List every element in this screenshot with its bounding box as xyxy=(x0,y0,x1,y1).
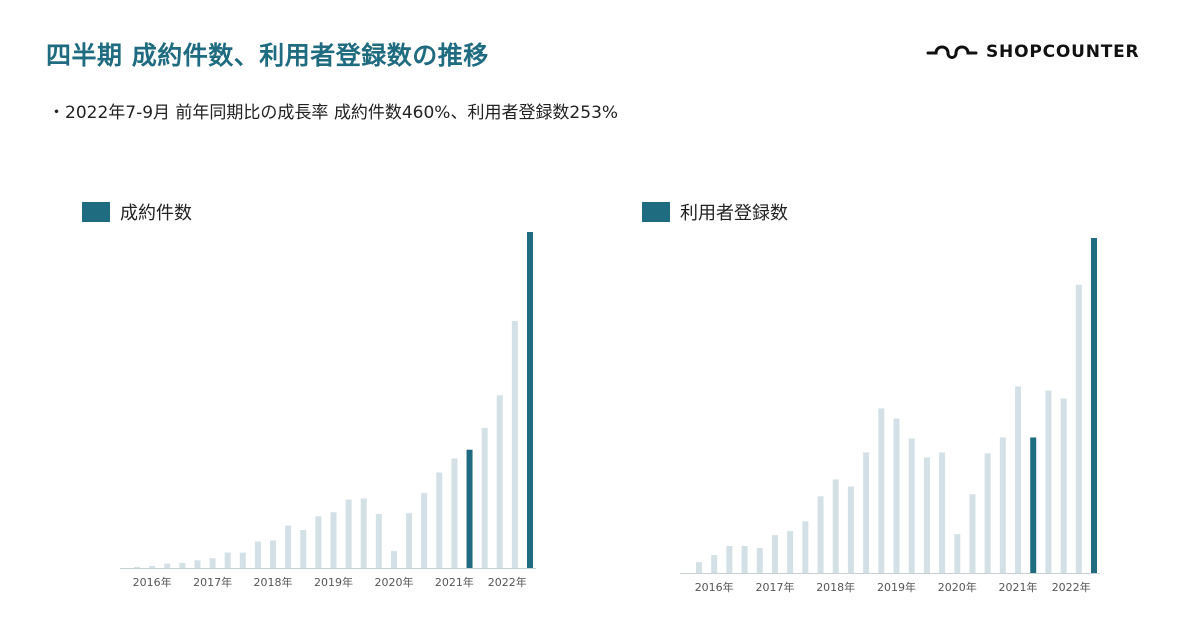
bar xyxy=(421,493,428,568)
wave-logo-icon xyxy=(926,45,978,59)
bar xyxy=(756,547,763,573)
bar xyxy=(787,531,794,573)
x-tick-label: 2016年 xyxy=(695,580,734,594)
bar xyxy=(741,545,748,573)
bar xyxy=(511,321,518,568)
bar xyxy=(527,232,533,568)
legend-registrations: 利用者登録数 xyxy=(642,199,788,225)
bar xyxy=(254,541,261,568)
x-tick-label: 2016年 xyxy=(133,575,172,589)
logo-text: SHOPCOUNTER xyxy=(986,42,1140,62)
bar xyxy=(923,457,930,573)
bar xyxy=(1075,284,1082,573)
bar xyxy=(1045,390,1052,573)
bar xyxy=(375,513,382,568)
bar xyxy=(134,566,140,568)
bar xyxy=(984,453,991,573)
bar xyxy=(878,408,885,573)
bar xyxy=(771,535,778,573)
legend-contracts: 成約件数 xyxy=(82,199,192,225)
legend-swatch xyxy=(642,202,670,222)
bar xyxy=(194,560,201,568)
x-tick-label: 2019年 xyxy=(314,575,353,589)
bar xyxy=(300,530,307,568)
bar xyxy=(315,516,322,568)
bar xyxy=(496,395,503,568)
bar xyxy=(1015,386,1022,573)
bar xyxy=(390,550,397,568)
legend-label: 成約件数 xyxy=(120,203,192,224)
bar xyxy=(711,555,718,573)
bar xyxy=(285,525,292,568)
bar xyxy=(954,534,961,573)
bar xyxy=(345,499,352,568)
bar xyxy=(466,449,473,568)
x-tick-label: 2022年 xyxy=(1052,580,1091,594)
bar xyxy=(164,563,171,568)
bar xyxy=(696,562,702,573)
bar xyxy=(149,565,156,568)
bar xyxy=(939,452,946,573)
bar xyxy=(726,545,733,573)
bar xyxy=(224,552,231,568)
bar xyxy=(270,540,277,568)
bar xyxy=(1030,437,1037,573)
x-tick-label: 2018年 xyxy=(254,575,293,589)
brand-logo: SHOPCOUNTER xyxy=(926,40,1139,64)
bar xyxy=(1060,398,1067,573)
x-tick-label: 2018年 xyxy=(816,580,855,594)
x-tick-label: 2017年 xyxy=(756,580,795,594)
x-tick-label: 2022年 xyxy=(488,575,527,589)
bar xyxy=(908,438,915,573)
bar xyxy=(802,521,809,573)
summary-bullet: ・2022年7-9月 前年同期比の成長率 成約件数460%、利用者登録数253% xyxy=(48,103,619,123)
bar xyxy=(481,427,488,568)
x-tick-label: 2020年 xyxy=(375,575,414,589)
x-tick-label: 2019年 xyxy=(877,580,916,594)
bar xyxy=(436,472,443,568)
bar xyxy=(330,512,337,568)
bar xyxy=(406,513,413,568)
legend-swatch xyxy=(82,202,110,222)
bar xyxy=(893,418,900,573)
bar xyxy=(847,486,854,573)
bar xyxy=(360,498,367,568)
x-tick-label: 2017年 xyxy=(193,575,232,589)
bar xyxy=(817,496,824,573)
bar xyxy=(832,479,839,573)
bar xyxy=(969,494,976,573)
x-tick-label: 2020年 xyxy=(938,580,977,594)
bar xyxy=(1091,238,1097,574)
bar xyxy=(179,562,186,568)
bar xyxy=(451,458,458,568)
x-tick-label: 2021年 xyxy=(999,580,1038,594)
bar xyxy=(209,558,216,568)
page-title: 四半期 成約件数、利用者登録数の推移 xyxy=(46,41,489,70)
bar xyxy=(863,452,870,573)
bar xyxy=(999,437,1006,573)
legend-label: 利用者登録数 xyxy=(680,203,788,224)
bar xyxy=(239,552,246,568)
x-tick-label: 2021年 xyxy=(435,575,474,589)
